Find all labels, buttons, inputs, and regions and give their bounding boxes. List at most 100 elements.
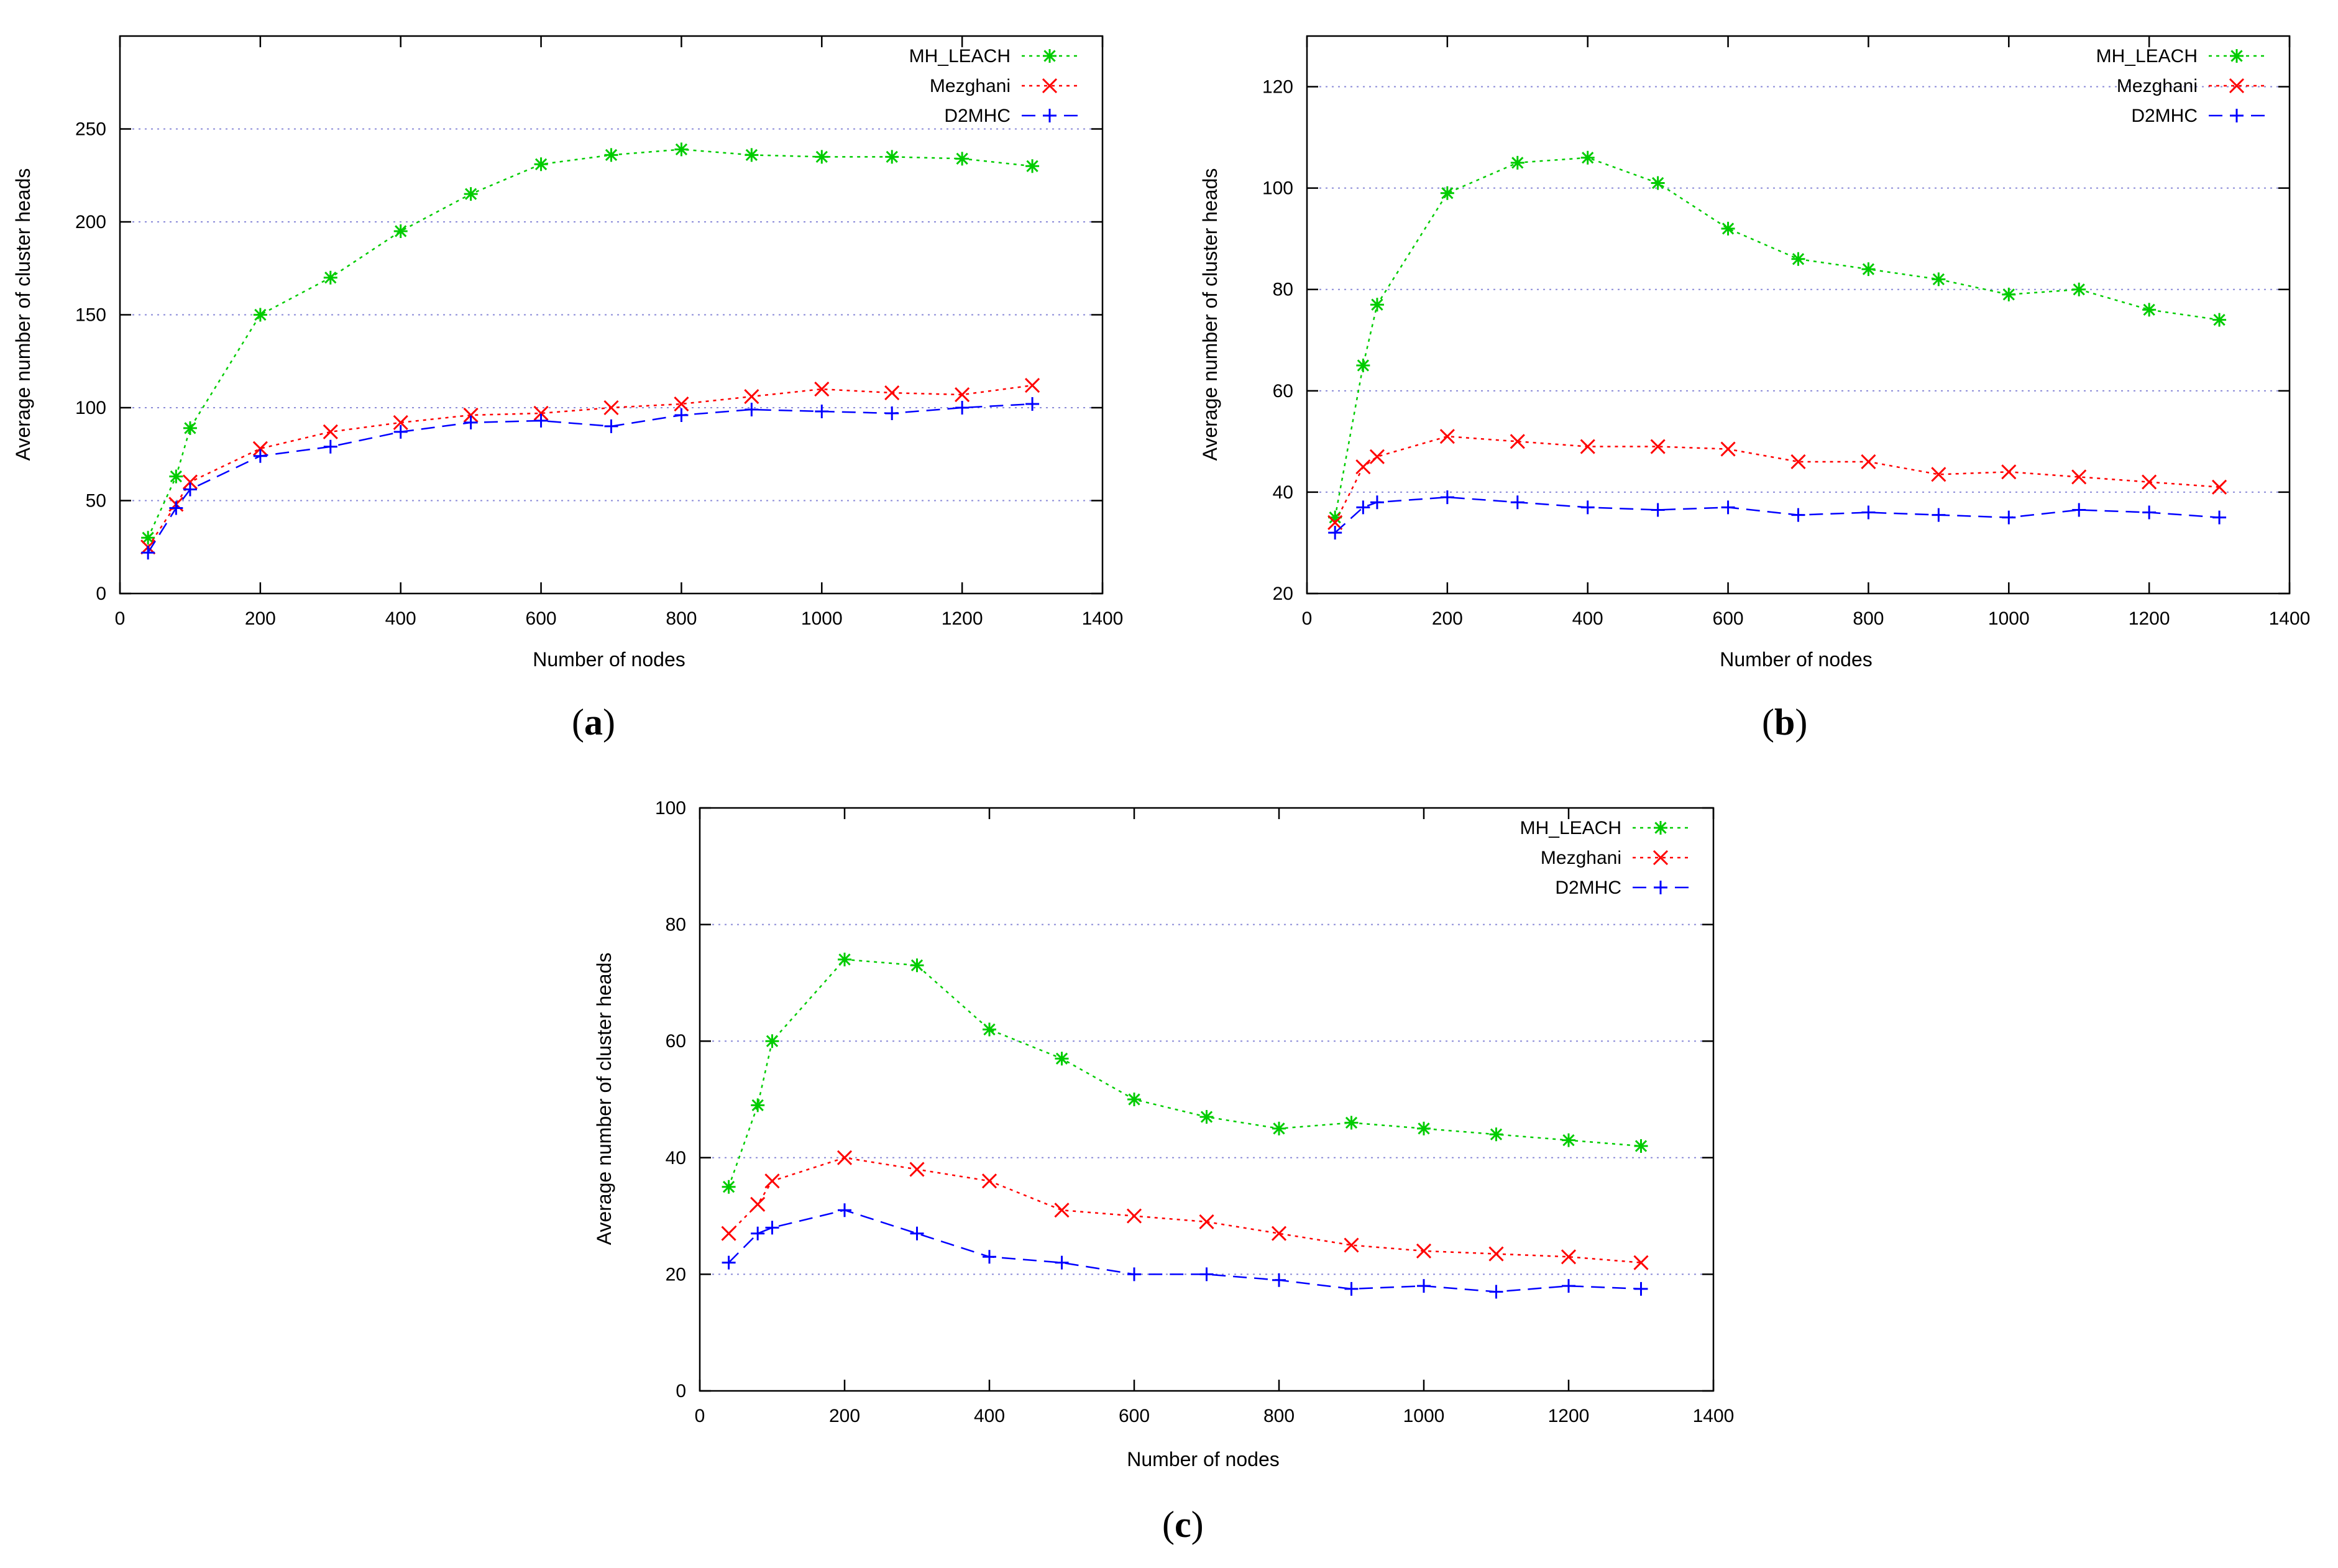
data-point — [1344, 1281, 1359, 1296]
data-point — [1271, 1226, 1287, 1241]
y-tick-label: 20 — [1273, 584, 1293, 604]
data-point — [1369, 449, 1385, 464]
series-line — [1334, 496, 2220, 534]
data-point — [1791, 252, 1805, 266]
legend-marker — [1654, 881, 1667, 894]
series-line — [1334, 157, 2220, 518]
data-point — [603, 400, 619, 416]
data-point — [534, 413, 548, 428]
data-point — [141, 546, 155, 560]
data-point — [2142, 505, 2157, 520]
data-point — [1356, 500, 1370, 515]
data-point — [1440, 490, 1454, 505]
x-tick-label: 400 — [385, 608, 416, 629]
data-point — [1328, 526, 1342, 540]
data-point — [751, 1226, 765, 1240]
legend-label: D2MHC — [944, 106, 1011, 126]
series-line — [728, 1157, 1641, 1263]
y-tick-label: 150 — [75, 305, 106, 326]
y-tick-label: 200 — [75, 212, 106, 232]
data-point — [1272, 1121, 1286, 1135]
data-point — [169, 469, 183, 484]
data-point — [1932, 272, 1946, 287]
data-point — [393, 415, 408, 430]
data-point — [1790, 454, 1806, 470]
data-point — [463, 407, 479, 423]
data-point — [1199, 1110, 1214, 1124]
data-point — [1417, 1279, 1431, 1293]
data-point — [1580, 500, 1595, 515]
data-point — [1861, 505, 1876, 520]
data-point — [2072, 282, 2086, 296]
data-point — [1561, 1249, 1577, 1265]
x-tick-label: 0 — [695, 1406, 705, 1426]
data-point — [745, 402, 759, 416]
data-point — [1126, 1208, 1142, 1224]
data-point — [323, 439, 337, 454]
data-point — [534, 157, 548, 172]
series-mh-leach — [1328, 150, 2227, 525]
panel-label: (a) — [572, 702, 615, 743]
y-tick-label: 50 — [86, 491, 106, 511]
legend-label: D2MHC — [2131, 106, 2198, 126]
y-tick-label: 100 — [75, 398, 106, 418]
series-mh-leach — [722, 952, 1648, 1194]
data-point — [393, 424, 408, 439]
data-point — [1025, 159, 1040, 173]
data-point — [2071, 469, 2087, 485]
data-point — [2001, 464, 2017, 480]
data-point — [838, 1203, 851, 1217]
series-mezghani — [1327, 429, 2227, 530]
data-point — [765, 1034, 779, 1048]
x-axis-title: Number of nodes — [1720, 648, 1872, 671]
data-point — [722, 1180, 736, 1194]
data-point — [721, 1226, 736, 1241]
data-point — [533, 405, 549, 421]
data-point — [1417, 1121, 1431, 1135]
series-line — [147, 403, 1033, 553]
data-point — [1370, 298, 1384, 312]
data-point — [253, 308, 267, 322]
data-point — [464, 415, 478, 429]
x-tick-label: 1200 — [1548, 1406, 1590, 1426]
series-d2mhc — [141, 397, 1040, 560]
data-point — [1489, 1285, 1503, 1299]
data-point — [169, 501, 183, 515]
data-point — [674, 396, 689, 412]
x-tick-label: 1400 — [2269, 608, 2311, 629]
y-tick-label: 40 — [666, 1148, 686, 1168]
x-tick-label: 1000 — [801, 608, 843, 629]
x-tick-label: 1000 — [1988, 608, 2030, 629]
data-point — [1127, 1267, 1141, 1281]
data-point — [745, 148, 759, 162]
data-point — [2072, 503, 2086, 517]
x-tick-label: 1400 — [1693, 1406, 1735, 1426]
y-tick-label: 100 — [1262, 178, 1293, 199]
data-point — [910, 958, 924, 973]
data-point — [765, 1221, 779, 1235]
data-point — [764, 1173, 780, 1189]
data-point — [252, 441, 268, 456]
data-point — [1510, 155, 1524, 170]
y-axis-title: Average number of cluster heads — [12, 168, 34, 461]
data-point — [1489, 1127, 1503, 1142]
data-point — [750, 1196, 766, 1212]
data-point — [1651, 176, 1665, 190]
data-point — [1580, 150, 1595, 165]
data-point — [1199, 1267, 1214, 1281]
data-point — [814, 382, 830, 397]
x-tick-label: 800 — [1263, 1406, 1295, 1426]
legend-marker — [1653, 850, 1669, 866]
data-point — [2142, 474, 2157, 490]
data-point — [815, 150, 829, 164]
data-point — [885, 406, 899, 420]
data-point — [1055, 1255, 1069, 1270]
y-tick-label: 40 — [1273, 482, 1293, 503]
data-point — [1370, 495, 1384, 510]
data-point — [141, 531, 155, 545]
data-point — [2142, 303, 2157, 317]
legend-label: D2MHC — [1555, 878, 1621, 898]
data-point — [1355, 459, 1371, 475]
data-point — [1488, 1246, 1504, 1262]
